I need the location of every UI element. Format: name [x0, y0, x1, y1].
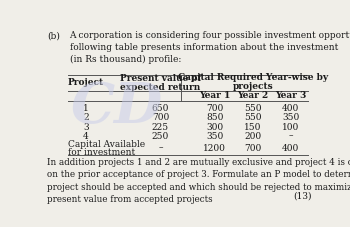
Text: 100: 100: [282, 123, 299, 131]
Text: Project: Project: [68, 78, 104, 87]
Text: 850: 850: [206, 114, 223, 122]
Text: –: –: [288, 132, 293, 141]
Text: 1200: 1200: [203, 144, 226, 153]
Text: 700: 700: [244, 144, 261, 153]
Text: projects: projects: [232, 82, 273, 91]
Text: expected return: expected return: [120, 83, 201, 92]
Text: Capital Available: Capital Available: [68, 140, 145, 149]
Text: Year 1: Year 1: [199, 91, 230, 100]
Text: 225: 225: [152, 123, 169, 131]
Text: –: –: [158, 144, 163, 153]
Text: Capital Required Year-wise by: Capital Required Year-wise by: [177, 73, 328, 82]
Text: for investment: for investment: [68, 148, 135, 157]
Text: 700: 700: [152, 114, 169, 122]
Text: 550: 550: [244, 114, 261, 122]
Text: 350: 350: [206, 132, 223, 141]
Text: (13): (13): [293, 192, 312, 201]
Text: Year 3: Year 3: [275, 91, 306, 100]
Text: 300: 300: [206, 123, 223, 131]
Text: Present value of: Present value of: [120, 74, 201, 83]
Text: 2: 2: [83, 114, 89, 122]
Text: 150: 150: [244, 123, 261, 131]
Text: 700: 700: [206, 104, 223, 113]
Text: 550: 550: [244, 104, 261, 113]
Text: A corporation is considering four possible investment opportunities. The
followi: A corporation is considering four possib…: [70, 31, 350, 64]
Text: 350: 350: [282, 114, 299, 122]
Text: 200: 200: [244, 132, 261, 141]
Text: 250: 250: [152, 132, 169, 141]
Text: 650: 650: [152, 104, 169, 113]
Text: 1: 1: [83, 104, 89, 113]
Text: CD: CD: [71, 80, 163, 135]
Text: In addition projects 1 and 2 are mutually exclusive and project 4 is contingent
: In addition projects 1 and 2 are mutuall…: [47, 158, 350, 204]
Text: Year 2: Year 2: [237, 91, 268, 100]
Text: 400: 400: [282, 104, 299, 113]
Text: 400: 400: [282, 144, 299, 153]
Text: 4: 4: [83, 132, 89, 141]
Text: 3: 3: [83, 123, 89, 131]
Text: (b): (b): [47, 31, 60, 40]
